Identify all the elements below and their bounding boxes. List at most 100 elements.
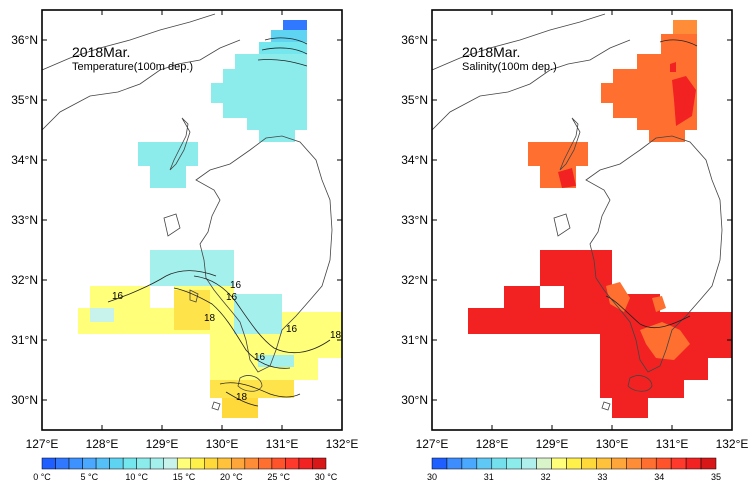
cell: [661, 34, 697, 54]
x-tick-label: 127°E: [416, 437, 449, 451]
colorbar-swatch: [190, 457, 205, 470]
colorbar-swatch: [41, 457, 56, 470]
colorbar-swatch: [68, 457, 83, 470]
y-tick-label: 32°N: [11, 273, 38, 287]
colorbar-swatch: [231, 457, 246, 470]
colorbar-swatch: [258, 457, 273, 470]
contour-label: 16: [230, 280, 242, 291]
cell: [138, 142, 198, 166]
x-tick-label: 131°E: [266, 437, 299, 451]
x-tick-label: 129°E: [146, 437, 179, 451]
y-tick-label: 36°N: [401, 33, 428, 47]
x-tick-label: 132°E: [326, 437, 359, 451]
x-tick-label: 127°E: [26, 437, 59, 451]
cell: [150, 166, 186, 188]
colorbar-swatch: [163, 457, 178, 470]
cell: [600, 380, 684, 398]
colorbar-label: 35: [711, 472, 721, 482]
cell: [540, 286, 564, 308]
colorbar-swatch: [95, 457, 110, 470]
contour-labels: 16 16 18 16 16 18 16 18: [112, 280, 342, 403]
colorbar-swatch: [446, 457, 463, 470]
colorbar-swatch: [581, 457, 597, 470]
y-tick-label: 30°N: [401, 393, 428, 407]
cell: [468, 308, 612, 334]
x-tick-label: 131°E: [656, 437, 689, 451]
y-tick-label: 34°N: [11, 153, 38, 167]
colorbar-label: 32: [541, 472, 551, 482]
y-tick-label: 36°N: [11, 33, 38, 47]
colorbar-swatch: [82, 457, 97, 470]
colorbar-label: 10 °C: [125, 472, 148, 482]
cell: [223, 103, 307, 118]
colorbar-swatch: [700, 457, 717, 470]
x-tick-label: 129°E: [536, 437, 569, 451]
colorbar-swatch: [176, 457, 192, 470]
cell: [612, 398, 648, 418]
colorbar-swatch: [685, 457, 702, 470]
cell: [150, 250, 234, 286]
cell: [222, 398, 258, 418]
colorbar-swatch: [285, 457, 300, 470]
contour-label: 16: [112, 291, 124, 302]
colorbar-swatch: [641, 457, 657, 470]
map-subtitle: Temperature(100m dep.): [72, 61, 193, 73]
y-tick-label: 34°N: [401, 153, 428, 167]
colorbar-swatch: [536, 457, 552, 470]
contour-label: 16: [254, 352, 266, 363]
y-tick-label: 30°N: [11, 393, 38, 407]
colorbar-swatch: [109, 457, 124, 470]
colorbar-swatch: [521, 457, 537, 470]
cell: [637, 118, 697, 130]
colorbar-label: 15 °C: [173, 472, 196, 482]
colorbar-swatch: [204, 457, 219, 470]
cell: [673, 20, 697, 34]
axis-ticks: 127°E 128°E 129°E 130°E 131°E 132°E 30°N 31°N 32…: [11, 10, 358, 451]
colorbar-label: 30 °C: [315, 472, 338, 482]
coastline: [41, 13, 333, 411]
cell: [558, 168, 576, 188]
coastline: [431, 13, 723, 411]
colorbar-swatch: [506, 457, 522, 470]
salinity-colorbar: 30 31 32 33 34 35: [427, 457, 721, 482]
colorbar-swatch: [431, 457, 448, 470]
colorbar-swatch: [55, 457, 70, 470]
cell: [271, 30, 307, 42]
cell: [606, 282, 630, 312]
cell: [211, 83, 307, 103]
cell: [247, 118, 307, 130]
cell: [672, 76, 696, 126]
cell: [150, 286, 174, 308]
cell: [174, 290, 210, 330]
y-tick-label: 33°N: [11, 213, 38, 227]
salinity-contours: [605, 39, 698, 329]
colorbar-swatch: [551, 457, 567, 470]
colorbar-swatch: [149, 457, 164, 470]
colorbar-label: 5 °C: [81, 472, 99, 482]
cell: [637, 54, 697, 69]
cell: [540, 250, 612, 286]
contour-label: 18: [236, 392, 248, 403]
temperature-data-cells: [78, 20, 342, 418]
colorbar-label: 31: [484, 472, 494, 482]
cell: [258, 355, 294, 367]
cell: [235, 54, 307, 69]
cell: [223, 69, 307, 83]
y-tick-label: 35°N: [401, 93, 428, 107]
y-tick-label: 35°N: [11, 93, 38, 107]
y-tick-label: 33°N: [401, 213, 428, 227]
cell: [283, 20, 307, 30]
cell: [652, 296, 666, 312]
colorbar-swatch: [312, 457, 327, 470]
contour-label: 18: [204, 313, 216, 324]
cell: [210, 380, 294, 398]
colorbar-label: 25 °C: [267, 472, 290, 482]
colorbar-swatch: [491, 457, 507, 470]
contour-label: 16: [286, 324, 298, 335]
salinity-data-cells: [468, 20, 732, 418]
map-subtitle: Salinity(100m dep.): [462, 61, 557, 73]
colorbar-swatch: [476, 457, 493, 470]
cell: [528, 142, 588, 166]
colorbar-swatch: [298, 457, 313, 470]
temperature-contours: [107, 37, 331, 407]
